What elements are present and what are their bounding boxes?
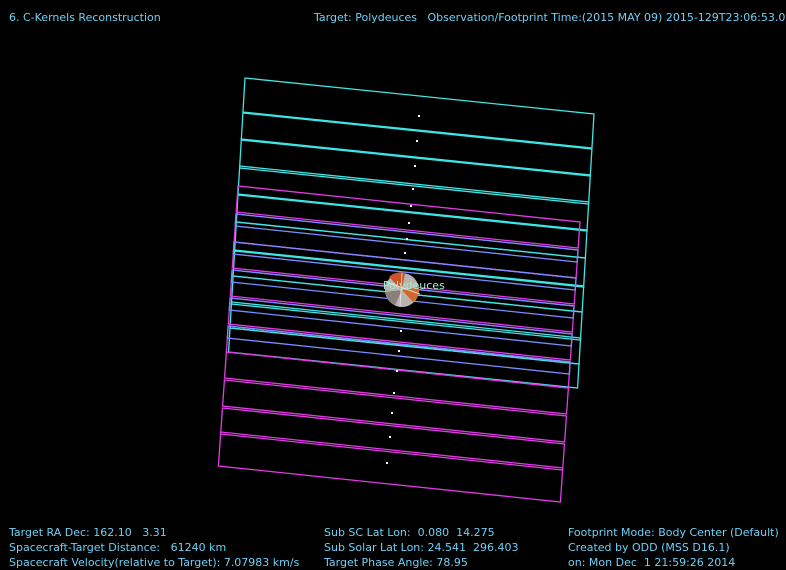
window-title: 6. C-Kernels Reconstruction: [9, 11, 161, 24]
ground-track-dot: [408, 222, 410, 224]
target-ra-dec: Target RA Dec: 162.10 3.31: [9, 526, 167, 539]
footprint-mode: Footprint Mode: Body Center (Default): [568, 526, 779, 539]
ground-track-dot: [404, 252, 406, 254]
ground-track-dot: [418, 115, 420, 117]
magenta-footprint-frame: [223, 351, 570, 415]
ground-track-dot: [393, 392, 395, 394]
ground-track-dot: [410, 205, 412, 207]
sub-sc-lat-lon: Sub SC Lat Lon: 0.080 14.275: [324, 526, 495, 539]
ground-track-dot: [400, 330, 402, 332]
target-info: Target: Polydeuces Observation/Footprint…: [314, 11, 786, 24]
magenta-footprint-frame: [219, 407, 566, 471]
ground-track-dot: [396, 370, 398, 372]
blue-footprint-frame: [232, 241, 577, 291]
ground-track-dot: [416, 140, 418, 142]
ground-track-dot: [412, 188, 414, 190]
spacecraft-velocity: Spacecraft Velocity(relative to Target):…: [9, 556, 300, 569]
cyan-footprints: [227, 77, 595, 389]
ground-track-dot: [386, 462, 388, 464]
ground-track-dot: [389, 436, 391, 438]
ground-track-dot: [406, 238, 408, 240]
blue-footprint-frame: [228, 297, 573, 347]
target-body-label: Polydeuces: [383, 279, 445, 292]
target-body: [385, 272, 421, 308]
target-phase-angle: Target Phase Angle: 78.95: [324, 556, 468, 569]
blue-footprint-frame: [230, 269, 575, 319]
sub-solar-lat-lon: Sub Solar Lat Lon: 24.541 296.403: [324, 541, 519, 554]
created-by: Created by ODD (MSS D16.1): [568, 541, 730, 554]
blue-footprint-frame: [226, 325, 571, 375]
spacecraft-target-distance: Spacecraft-Target Distance: 61240 km: [9, 541, 227, 554]
ground-track-dot: [391, 412, 393, 414]
blue-footprints: [226, 213, 579, 375]
ground-track-dot: [398, 350, 400, 352]
ground-track-dot: [414, 165, 416, 167]
magenta-footprint-frame: [217, 431, 564, 503]
cyan-footprint-frame: [227, 327, 580, 389]
magenta-footprint-frame: [235, 185, 581, 249]
ground-track-dots: [386, 115, 420, 464]
magenta-footprint-frame: [221, 379, 568, 443]
creation-date: on: Mon Dec 1 21:59:26 2014: [568, 556, 736, 569]
blue-footprint-frame: [234, 213, 579, 263]
cyan-footprint-frame: [242, 77, 595, 149]
